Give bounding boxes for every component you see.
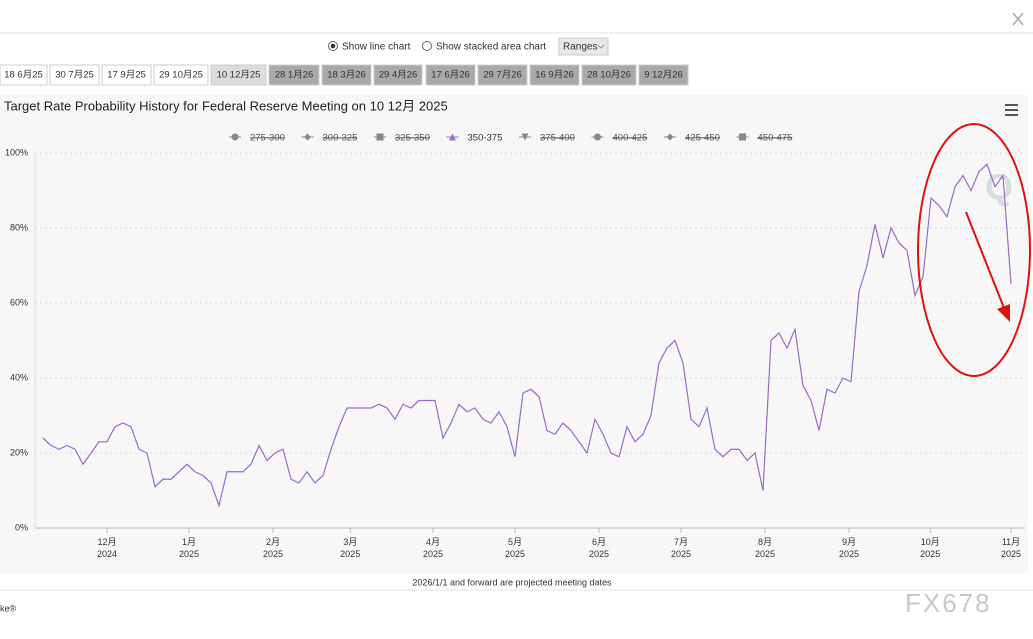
meeting-tab[interactable] xyxy=(638,64,689,86)
meeting-tab-label[interactable]: 9 12月26 xyxy=(644,70,683,81)
legend-label[interactable]: 400-425 xyxy=(613,133,648,144)
legend-marker xyxy=(449,133,456,141)
x-tick-label: 9月 2025 xyxy=(839,537,859,559)
legend-label[interactable]: 325-350 xyxy=(395,133,430,144)
x-tick-label: 6月 2025 xyxy=(589,537,609,559)
meeting-tabs: 18 6月25 30 7月25 17 9月25 29 10月25 10 12月25 28 … xyxy=(0,64,689,86)
meeting-tab[interactable] xyxy=(101,64,152,86)
meeting-tab[interactable] xyxy=(268,64,320,86)
legend-marker xyxy=(376,133,384,141)
arrow-head xyxy=(997,304,1010,322)
footnote: 2026/1/1 and forward are projected meeti… xyxy=(412,577,612,587)
y-tick-label: 0% xyxy=(15,522,28,532)
meeting-tab-label[interactable]: 29 7月26 xyxy=(483,70,522,81)
x-tick-label: 7月 2025 xyxy=(671,537,691,559)
meeting-tab[interactable] xyxy=(153,64,209,86)
radio-label[interactable]: Show line chart xyxy=(342,42,411,53)
meeting-tab-label[interactable]: 29 10月25 xyxy=(159,70,203,81)
y-tick-label: 80% xyxy=(10,222,28,232)
ranges-label[interactable]: Ranges xyxy=(563,42,597,53)
meeting-tab-label[interactable]: 16 9月26 xyxy=(535,70,574,81)
legend-label[interactable]: 350-375 xyxy=(468,133,503,144)
x-tick-label: 5月 2025 xyxy=(505,537,525,559)
legend-marker xyxy=(739,133,746,141)
chart-area xyxy=(0,95,1028,573)
meeting-tab[interactable] xyxy=(581,64,637,86)
legend-marker xyxy=(521,133,529,141)
meeting-tab-label[interactable]: 30 7月25 xyxy=(55,70,94,81)
meeting-tab-label[interactable]: 28 10月26 xyxy=(587,70,631,81)
meeting-tab[interactable] xyxy=(477,64,528,86)
meeting-tab[interactable] xyxy=(373,64,423,86)
series-line xyxy=(42,163,1012,508)
legend-label[interactable]: 450-475 xyxy=(758,133,793,144)
legend-marker xyxy=(666,133,674,141)
y-tick-label: 60% xyxy=(10,297,28,307)
legend-marker xyxy=(594,133,601,141)
dropdown-arrow xyxy=(597,44,605,49)
x-tick-label: 1月 2025 xyxy=(179,537,199,559)
brand-fragment: ke® xyxy=(0,603,17,613)
meeting-tab[interactable] xyxy=(210,64,267,86)
watermark: FX678 xyxy=(905,588,992,618)
x-tick-label: 11月 2025 xyxy=(1001,537,1021,559)
meeting-tab[interactable] xyxy=(49,64,100,86)
meeting-tab[interactable] xyxy=(529,64,580,86)
ranges-button[interactable] xyxy=(558,37,609,56)
meeting-tab-label[interactable]: 18 3月26 xyxy=(327,70,366,81)
meeting-tab-label[interactable]: 17 6月26 xyxy=(431,70,470,81)
radio-label[interactable]: Show stacked area chart xyxy=(436,42,546,53)
meeting-tab[interactable] xyxy=(321,64,372,86)
legend-marker xyxy=(231,133,239,141)
chart-title: Target Rate Probability History for Fede… xyxy=(4,98,448,113)
y-tick-label: 20% xyxy=(10,447,28,457)
radio-stacked[interactable] xyxy=(422,41,432,51)
y-tick-label: 100% xyxy=(5,147,28,157)
meeting-tab-label[interactable]: 17 9月25 xyxy=(107,70,146,81)
x-tick-label: 2月 2025 xyxy=(263,537,283,559)
plot: 0% 20% 40% 60% 80% 100% 12月 2024 1月 2025 2月 2025 3月 2… xyxy=(5,133,1025,559)
top-bar xyxy=(0,0,1033,33)
x-tick-label: 10月 2025 xyxy=(920,537,940,559)
meeting-tab-label[interactable]: 10 12月25 xyxy=(217,70,261,81)
chart-logo: Q xyxy=(985,167,1013,208)
legend-label[interactable]: 275-300 xyxy=(250,133,285,144)
x-tick-label: 8月 2025 xyxy=(755,537,775,559)
meeting-tab-label[interactable]: 29 4月26 xyxy=(379,70,418,81)
meeting-tab[interactable] xyxy=(0,64,48,86)
annotation-arrow xyxy=(965,211,1005,309)
radio-dot xyxy=(330,43,336,49)
legend-label[interactable]: 425-450 xyxy=(685,133,720,144)
meeting-tab[interactable] xyxy=(425,64,476,86)
x-tick-label: 12月 2024 xyxy=(97,537,117,559)
legend-label[interactable]: 375-400 xyxy=(540,133,575,144)
meeting-tab-label[interactable]: 18 6月25 xyxy=(4,70,43,81)
menu-icon[interactable] xyxy=(1005,104,1018,116)
annotation-ellipse xyxy=(917,123,1031,377)
legend-marker xyxy=(304,133,311,141)
x-tick-label: 3月 2025 xyxy=(340,537,360,559)
close-icon[interactable] xyxy=(1012,12,1024,26)
meeting-tab-label[interactable]: 28 1月26 xyxy=(275,70,314,81)
x-tick-label: 4月 2025 xyxy=(423,537,443,559)
y-tick-label: 40% xyxy=(10,372,28,382)
legend-label[interactable]: 300-325 xyxy=(323,133,358,144)
